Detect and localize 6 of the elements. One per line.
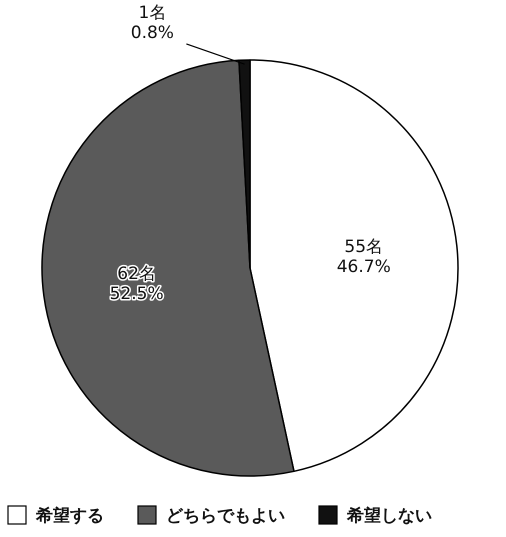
legend-label: どちらでもよい: [166, 506, 285, 526]
data-label: 55名 46.7%: [336, 236, 391, 277]
data-label: 1名 0.8%: [130, 2, 174, 43]
data-label: 62名 52.5%: [110, 264, 164, 304]
legend-label: 希望する: [35, 506, 104, 526]
legend-label: 希望しない: [346, 506, 432, 526]
